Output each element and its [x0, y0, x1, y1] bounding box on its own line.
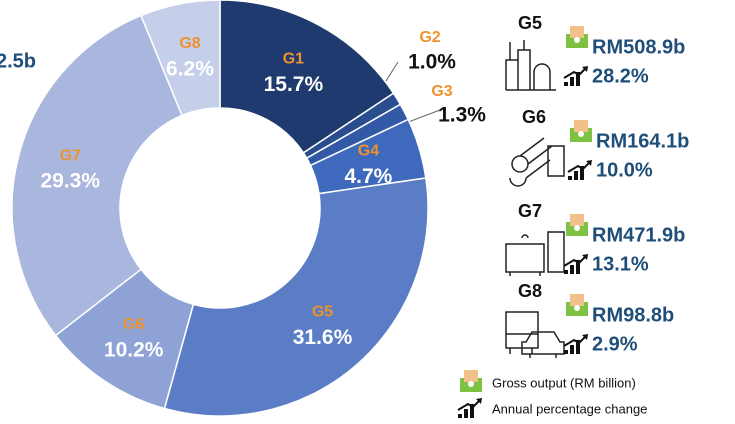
cropped-annotation: 2.5b	[0, 50, 36, 72]
slice-value-label: 10.2%	[104, 338, 164, 361]
icon-part	[457, 399, 481, 411]
slice-group-label: G6	[123, 316, 144, 333]
slice-group-label: G5	[312, 303, 333, 320]
icon-part	[464, 370, 478, 382]
icon-part	[505, 231, 565, 276]
gross-output-value: RM471.9b	[592, 224, 685, 246]
slice-value-label: 1.3%	[438, 104, 486, 127]
change-value: 10.0%	[596, 159, 653, 181]
slice-value-label: 6.2%	[166, 57, 214, 80]
icon-part	[574, 225, 580, 231]
gross-output-icon	[570, 120, 592, 142]
group-icon	[505, 311, 565, 358]
icon-part	[582, 334, 588, 340]
legend-label: Gross output (RM billion)	[492, 375, 636, 390]
icon-part	[567, 161, 591, 173]
change-icon	[567, 160, 592, 180]
icon-part	[574, 305, 580, 311]
icon-part	[570, 26, 584, 38]
icon-part	[574, 171, 578, 180]
icon-part	[564, 350, 568, 354]
donut-slice	[11, 14, 184, 337]
icon-part	[564, 270, 568, 274]
gross-output-value: RM508.9b	[592, 36, 685, 58]
group-icon	[509, 137, 565, 187]
icon-part	[468, 381, 474, 387]
gross-output-value: RM164.1b	[596, 130, 689, 152]
icon-part	[574, 120, 588, 132]
icon-part	[576, 260, 580, 274]
icon-part	[563, 335, 587, 347]
icon-part	[564, 82, 568, 86]
slice-group-label: G4	[358, 143, 379, 160]
slice-group-label: G1	[283, 51, 304, 68]
icon-part	[570, 345, 574, 354]
change-value: 2.9%	[592, 333, 638, 355]
icon-part	[505, 311, 565, 358]
donut-slice	[219, 0, 395, 154]
icon-part	[563, 67, 587, 79]
icon-part	[464, 409, 468, 418]
change-icon	[457, 398, 482, 418]
icon-part	[578, 131, 584, 137]
slice-value-label: 15.7%	[264, 73, 324, 96]
icon-part	[570, 294, 584, 306]
group-label: G6	[522, 107, 546, 127]
slice-value-label: 31.6%	[293, 326, 353, 349]
icon-part	[586, 160, 592, 166]
icon-part	[476, 398, 482, 404]
icon-part	[568, 176, 572, 180]
slice-value-label: 4.7%	[344, 165, 392, 188]
icon-part	[458, 414, 462, 418]
change-icon	[563, 254, 588, 274]
slice-group-label: G8	[179, 35, 200, 52]
donut-slice	[163, 177, 429, 417]
gross-output-icon	[566, 214, 588, 236]
slice-value-label: 29.3%	[40, 170, 100, 193]
group-label: G8	[518, 281, 542, 301]
icon-part	[576, 340, 580, 354]
icon-part	[505, 40, 556, 91]
slice-group-label: G2	[419, 29, 440, 46]
gross-output-icon	[460, 370, 482, 392]
group-label: G5	[518, 13, 542, 33]
change-value: 28.2%	[592, 65, 649, 87]
change-icon	[563, 66, 588, 86]
change-icon	[563, 334, 588, 354]
donut-slice	[140, 0, 221, 117]
icon-part	[470, 404, 474, 418]
icon-part	[570, 265, 574, 274]
gross-output-icon	[566, 26, 588, 48]
group-label: G7	[518, 201, 542, 221]
group-icon	[505, 231, 565, 276]
icon-part	[574, 37, 580, 43]
gross-output-icon	[566, 294, 588, 316]
icon-part	[570, 77, 574, 86]
slice-group-label: G7	[60, 147, 81, 164]
slice-value-label: 1.0%	[408, 51, 456, 74]
slice-group-label: G3	[431, 83, 452, 100]
icon-part	[580, 166, 584, 180]
change-value: 13.1%	[592, 253, 649, 275]
icon-part	[582, 66, 588, 72]
group-icon	[505, 40, 556, 91]
icon-part	[570, 214, 584, 226]
icon-part	[582, 254, 588, 260]
icon-part	[563, 255, 587, 267]
legend-label: Annual percentage change	[492, 401, 647, 416]
icon-part	[509, 137, 565, 187]
gross-output-value: RM98.8b	[592, 304, 674, 326]
icon-part	[576, 72, 580, 86]
